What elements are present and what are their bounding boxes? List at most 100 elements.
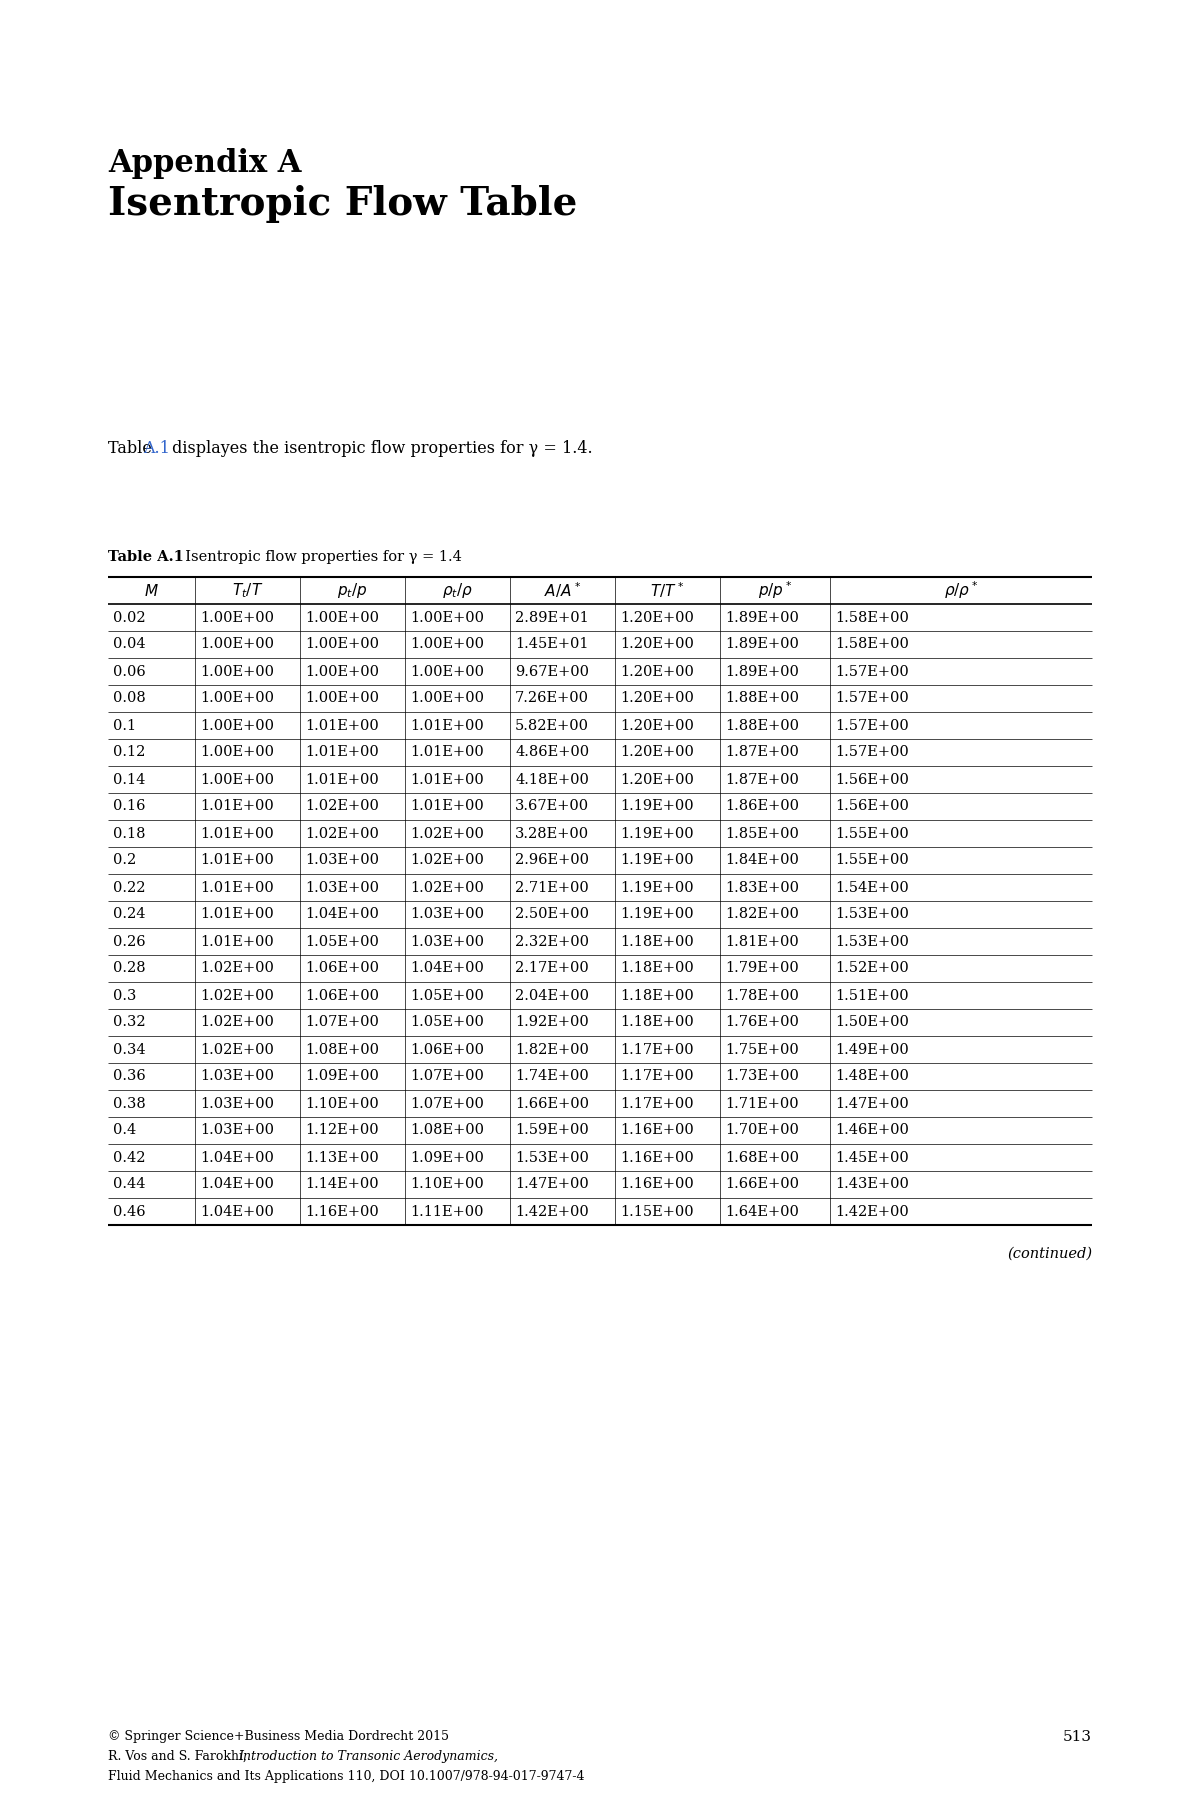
Text: $p/p^*$: $p/p^*$ (757, 580, 792, 602)
Text: 3.67E+00: 3.67E+00 (515, 800, 589, 813)
Text: 1.56E+00: 1.56E+00 (835, 773, 908, 786)
Text: 1.05E+00: 1.05E+00 (305, 935, 379, 948)
Text: 1.04E+00: 1.04E+00 (410, 962, 484, 975)
Text: 1.02E+00: 1.02E+00 (305, 800, 379, 813)
Text: 1.00E+00: 1.00E+00 (410, 691, 484, 706)
Text: 1.07E+00: 1.07E+00 (410, 1070, 484, 1084)
Text: 1.82E+00: 1.82E+00 (725, 908, 799, 922)
Text: 1.02E+00: 1.02E+00 (200, 988, 274, 1002)
Text: $\rho/\rho^*$: $\rho/\rho^*$ (944, 580, 978, 602)
Text: 1.57E+00: 1.57E+00 (835, 691, 908, 706)
Text: 1.53E+00: 1.53E+00 (835, 908, 908, 922)
Text: Introduction to Transonic Aerodynamics,: Introduction to Transonic Aerodynamics, (238, 1750, 498, 1763)
Text: 1.16E+00: 1.16E+00 (620, 1177, 694, 1191)
Text: 513: 513 (1063, 1730, 1092, 1744)
Text: 1.01E+00: 1.01E+00 (200, 935, 274, 948)
Text: 1.49E+00: 1.49E+00 (835, 1042, 908, 1057)
Text: 1.46E+00: 1.46E+00 (835, 1124, 908, 1137)
Text: 1.47E+00: 1.47E+00 (515, 1177, 589, 1191)
Text: 1.01E+00: 1.01E+00 (410, 746, 484, 760)
Text: 2.71E+00: 2.71E+00 (515, 880, 589, 895)
Text: 1.04E+00: 1.04E+00 (200, 1150, 274, 1164)
Text: 4.86E+00: 4.86E+00 (515, 746, 589, 760)
Text: 1.19E+00: 1.19E+00 (620, 880, 694, 895)
Text: Table A.1: Table A.1 (108, 549, 184, 564)
Text: 1.57E+00: 1.57E+00 (835, 746, 908, 760)
Text: 1.52E+00: 1.52E+00 (835, 962, 908, 975)
Text: 1.16E+00: 1.16E+00 (620, 1124, 694, 1137)
Text: Isentropic flow properties for γ = 1.4: Isentropic flow properties for γ = 1.4 (176, 549, 462, 564)
Text: 1.00E+00: 1.00E+00 (200, 664, 274, 678)
Text: 1.20E+00: 1.20E+00 (620, 664, 694, 678)
Text: 1.03E+00: 1.03E+00 (410, 908, 484, 922)
Text: 1.17E+00: 1.17E+00 (620, 1042, 694, 1057)
Text: 2.50E+00: 2.50E+00 (515, 908, 589, 922)
Text: 1.58E+00: 1.58E+00 (835, 637, 908, 651)
Text: 0.36: 0.36 (113, 1070, 145, 1084)
Text: 0.02: 0.02 (113, 611, 145, 624)
Text: 1.88E+00: 1.88E+00 (725, 691, 799, 706)
Text: 1.42E+00: 1.42E+00 (835, 1204, 908, 1219)
Text: 0.26: 0.26 (113, 935, 145, 948)
Text: 0.3: 0.3 (113, 988, 137, 1002)
Text: 0.12: 0.12 (113, 746, 145, 760)
Text: 1.85E+00: 1.85E+00 (725, 826, 799, 840)
Text: 1.00E+00: 1.00E+00 (305, 691, 379, 706)
Text: 1.15E+00: 1.15E+00 (620, 1204, 694, 1219)
Text: 1.01E+00: 1.01E+00 (305, 773, 379, 786)
Text: 1.48E+00: 1.48E+00 (835, 1070, 908, 1084)
Text: 1.18E+00: 1.18E+00 (620, 962, 694, 975)
Text: 1.42E+00: 1.42E+00 (515, 1204, 589, 1219)
Text: 1.76E+00: 1.76E+00 (725, 1015, 799, 1030)
Text: 1.02E+00: 1.02E+00 (410, 880, 484, 895)
Text: 1.45E+00: 1.45E+00 (835, 1150, 908, 1164)
Text: 0.28: 0.28 (113, 962, 145, 975)
Text: 0.24: 0.24 (113, 908, 145, 922)
Text: displayes the isentropic flow properties for γ = 1.4.: displayes the isentropic flow properties… (167, 440, 593, 457)
Text: 1.00E+00: 1.00E+00 (200, 691, 274, 706)
Text: 1.01E+00: 1.01E+00 (200, 880, 274, 895)
Text: 1.03E+00: 1.03E+00 (200, 1097, 274, 1111)
Text: 0.18: 0.18 (113, 826, 145, 840)
Text: 0.46: 0.46 (113, 1204, 145, 1219)
Text: 2.96E+00: 2.96E+00 (515, 853, 589, 868)
Text: 1.56E+00: 1.56E+00 (835, 800, 908, 813)
Text: 1.87E+00: 1.87E+00 (725, 773, 799, 786)
Text: 1.05E+00: 1.05E+00 (410, 1015, 484, 1030)
Text: 1.19E+00: 1.19E+00 (620, 800, 694, 813)
Text: 1.53E+00: 1.53E+00 (515, 1150, 589, 1164)
Text: 1.03E+00: 1.03E+00 (305, 880, 379, 895)
Text: 0.1: 0.1 (113, 719, 136, 733)
Text: 1.06E+00: 1.06E+00 (305, 962, 379, 975)
Text: 1.47E+00: 1.47E+00 (835, 1097, 908, 1111)
Text: 1.01E+00: 1.01E+00 (305, 746, 379, 760)
Text: 1.20E+00: 1.20E+00 (620, 637, 694, 651)
Text: 1.54E+00: 1.54E+00 (835, 880, 908, 895)
Text: 1.08E+00: 1.08E+00 (305, 1042, 379, 1057)
Text: 1.18E+00: 1.18E+00 (620, 935, 694, 948)
Text: 1.12E+00: 1.12E+00 (305, 1124, 379, 1137)
Text: 1.57E+00: 1.57E+00 (835, 719, 908, 733)
Text: 1.64E+00: 1.64E+00 (725, 1204, 799, 1219)
Text: 1.00E+00: 1.00E+00 (200, 611, 274, 624)
Text: 1.06E+00: 1.06E+00 (305, 988, 379, 1002)
Text: 1.00E+00: 1.00E+00 (200, 719, 274, 733)
Text: 1.05E+00: 1.05E+00 (410, 988, 484, 1002)
Text: R. Vos and S. Farokhi,: R. Vos and S. Farokhi, (108, 1750, 251, 1763)
Text: 1.55E+00: 1.55E+00 (835, 826, 908, 840)
Text: 1.92E+00: 1.92E+00 (515, 1015, 589, 1030)
Text: $T_t/T$: $T_t/T$ (232, 580, 263, 600)
Text: 0.08: 0.08 (113, 691, 145, 706)
Text: 2.17E+00: 2.17E+00 (515, 962, 589, 975)
Text: 1.04E+00: 1.04E+00 (200, 1177, 274, 1191)
Text: 1.81E+00: 1.81E+00 (725, 935, 799, 948)
Text: 1.75E+00: 1.75E+00 (725, 1042, 799, 1057)
Text: 1.20E+00: 1.20E+00 (620, 773, 694, 786)
Text: 1.18E+00: 1.18E+00 (620, 1015, 694, 1030)
Text: 1.03E+00: 1.03E+00 (305, 853, 379, 868)
Text: (continued): (continued) (1007, 1248, 1092, 1261)
Text: 1.89E+00: 1.89E+00 (725, 664, 799, 678)
Text: 1.08E+00: 1.08E+00 (410, 1124, 484, 1137)
Text: 1.87E+00: 1.87E+00 (725, 746, 799, 760)
Text: 1.70E+00: 1.70E+00 (725, 1124, 799, 1137)
